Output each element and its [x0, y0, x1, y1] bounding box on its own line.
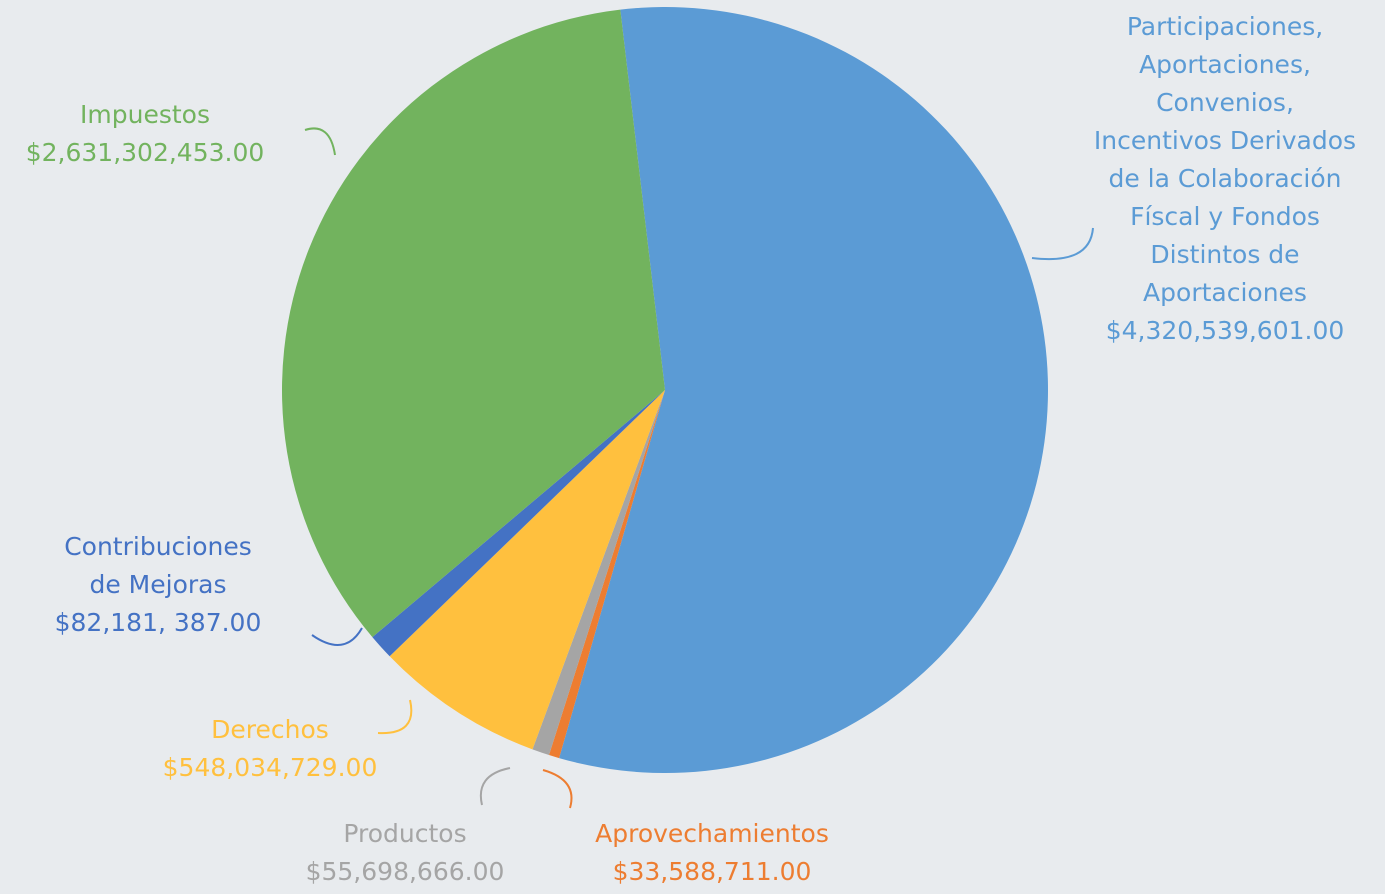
- leader-line: [542, 769, 573, 809]
- value-label: $4,320,539,601.00: [1106, 316, 1345, 345]
- leader-line: [377, 699, 413, 735]
- value-label: $2,631,302,453.00: [26, 138, 265, 167]
- slice-label: Aprovechamientos: [595, 819, 829, 848]
- pie-slice: [532, 390, 665, 756]
- slice-label: Impuestos: [80, 100, 210, 129]
- pie: [281, 7, 1049, 774]
- slice-label: Distintos de: [1150, 240, 1299, 269]
- slice-label: de Mejoras: [89, 570, 226, 599]
- slice-label: de la Colaboración: [1108, 164, 1341, 193]
- slice-label: Participaciones,: [1127, 12, 1323, 41]
- value-label: $82,181, 387.00: [55, 608, 262, 637]
- leader-line: [1031, 227, 1094, 261]
- value-label: $548,034,729.00: [163, 753, 378, 782]
- pie-slice: [389, 390, 665, 750]
- pie-slice: [372, 390, 665, 657]
- leader-line: [479, 767, 511, 806]
- slice-label: Físcal y Fondos: [1130, 202, 1320, 231]
- value-label: $33,588,711.00: [613, 857, 812, 886]
- slice-label: Productos: [343, 819, 466, 848]
- pie-slice: [559, 7, 1049, 774]
- slice-label: Derechos: [211, 715, 329, 744]
- slice-label: Aportaciones,: [1139, 50, 1311, 79]
- leader-line: [304, 127, 336, 156]
- leader-line: [311, 627, 363, 646]
- pie-slice: [549, 390, 665, 759]
- pie-slice: [281, 9, 665, 638]
- slice-label: Contribuciones: [64, 532, 252, 561]
- slice-label: Aportaciones: [1143, 278, 1307, 307]
- slice-label: Convenios,: [1156, 88, 1294, 117]
- value-label: $55,698,666.00: [306, 857, 505, 886]
- slice-label: Incentivos Derivados: [1094, 126, 1356, 155]
